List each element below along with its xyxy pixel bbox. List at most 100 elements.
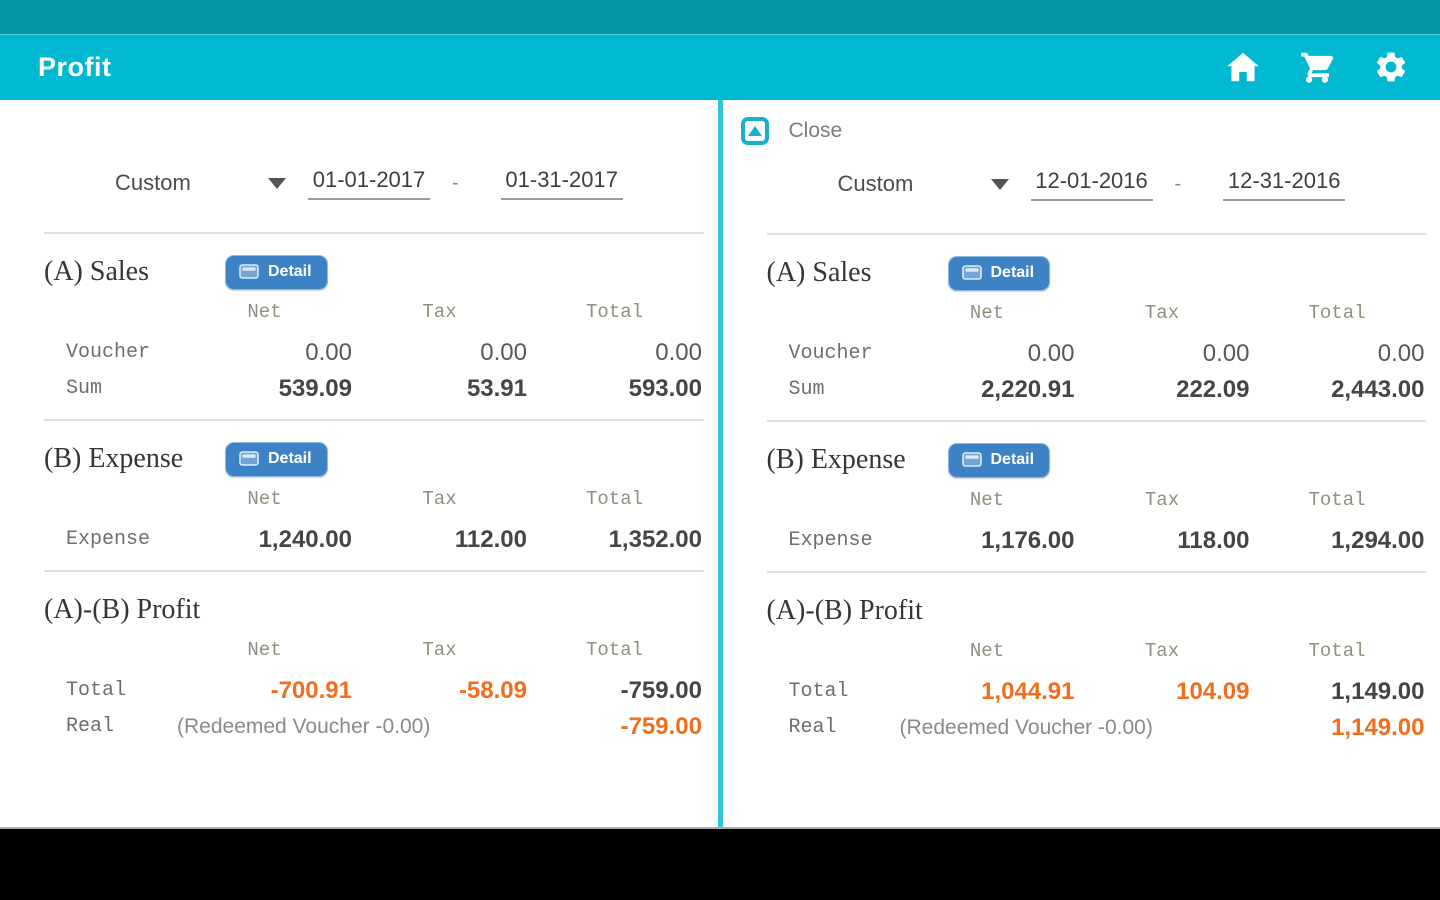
status-bar [0, 0, 1440, 34]
col-header-net: Net [247, 488, 282, 510]
panel-divider [717, 100, 723, 827]
date-to-field[interactable]: 12-31-2016 [1223, 168, 1346, 201]
sales-detail-button[interactable]: Detail [225, 254, 328, 290]
tax-value: 0.00 [480, 339, 527, 366]
detail-button-label: Detail [268, 449, 312, 467]
col-header-net: Net [969, 489, 1005, 511]
close-button-label: Close [788, 119, 843, 142]
col-header-net: Net [247, 639, 282, 661]
col-header-tax: Tax [1144, 302, 1180, 324]
date-preset-dropdown[interactable]: Custom [115, 170, 288, 196]
col-header-tax: Tax [1144, 640, 1180, 662]
expense-table: Net Tax Total Expense 1,240.00 112.00 1,… [44, 487, 704, 559]
section-divider [766, 571, 1426, 573]
chevron-down-icon [268, 177, 286, 189]
col-header-total: Total [1308, 640, 1366, 662]
col-header-net: Net [969, 302, 1005, 324]
spacer-cell [767, 301, 900, 337]
row-label: Total [66, 679, 127, 702]
sales-section-title: (A) Sales [766, 257, 872, 288]
report-panel-right: Close Custom 12-01-2016 - 12-31-2016 (A)… [723, 100, 1440, 827]
net-value: 0.00 [1027, 340, 1075, 367]
app-bar: Profit [0, 34, 1440, 100]
date-range-separator: - [452, 171, 459, 194]
col-header-net: Net [247, 301, 282, 323]
total-value: 1,294.00 [1331, 527, 1425, 554]
settings-button[interactable] [1372, 48, 1410, 86]
total-value: 2,443.00 [1331, 376, 1425, 403]
section-divider [44, 419, 704, 421]
app-bar-actions [1224, 48, 1410, 86]
preset-label: Custom [837, 171, 914, 196]
sales-section-header: (A) Sales Detail [767, 253, 1427, 293]
date-range-separator: - [1174, 172, 1182, 195]
tax-value: 112.00 [454, 526, 527, 553]
profit-section-title: (A)-(B) Profit [44, 594, 201, 625]
expense-detail-button[interactable]: Detail [225, 441, 328, 477]
tax-value: 0.00 [1202, 340, 1250, 367]
net-value: 1,176.00 [981, 527, 1075, 554]
preset-label: Custom [115, 170, 191, 195]
section-divider [44, 570, 704, 572]
net-value: 539.09 [278, 375, 352, 402]
net-value: 2,220.91 [981, 376, 1075, 403]
home-icon [1227, 52, 1259, 82]
report-content: Custom 01-01-2017 - 01-31-2017 (A) Sales… [0, 100, 1440, 829]
net-value: 1,240.00 [258, 526, 352, 553]
spacer-cell [767, 639, 900, 675]
col-header-total: Total [1308, 489, 1366, 511]
total-value: 0.00 [655, 339, 702, 366]
spacer-cell [44, 638, 177, 674]
detail-button-label: Detail [268, 262, 312, 280]
report-panel-left: Custom 01-01-2017 - 01-31-2017 (A) Sales… [0, 100, 718, 827]
profit-section-header: (A)-(B) Profit [44, 590, 704, 630]
redeemed-voucher-note: (Redeemed Voucher -0.00) [899, 716, 1153, 739]
row-label: Voucher [66, 341, 151, 364]
sales-section-title: (A) Sales [44, 256, 149, 287]
date-filter-row: Custom 12-01-2016 - 12-31-2016 [838, 163, 1427, 205]
tax-value: 104.09 [1176, 678, 1250, 705]
collapse-up-icon [740, 117, 769, 145]
detail-icon [239, 451, 259, 466]
col-header-tax: Tax [422, 301, 457, 323]
row-label: Expense [66, 528, 151, 551]
col-header-total: Total [585, 639, 643, 661]
date-from-field[interactable]: 01-01-2017 [308, 167, 430, 200]
settings-icon [1376, 52, 1406, 82]
col-header-total: Total [1308, 302, 1366, 324]
tax-value: 118.00 [1177, 527, 1250, 554]
col-header-tax: Tax [422, 488, 457, 510]
redeemed-voucher-note: (Redeemed Voucher -0.00) [177, 715, 431, 738]
profit-section-title: (A)-(B) Profit [766, 595, 923, 626]
total-value: 1,149.00 [1331, 678, 1425, 705]
spacer-cell [44, 300, 177, 336]
expense-detail-button[interactable]: Detail [947, 442, 1051, 478]
bottom-bar [0, 829, 1440, 900]
home-button[interactable] [1224, 48, 1262, 86]
date-from-field[interactable]: 12-01-2016 [1030, 168, 1153, 201]
col-header-total: Total [585, 488, 643, 510]
section-divider [44, 232, 704, 234]
date-to-field[interactable]: 01-31-2017 [500, 167, 623, 200]
row-label: Voucher [788, 342, 873, 365]
row-label: Real [66, 715, 115, 738]
cart-button[interactable] [1298, 48, 1336, 86]
row-label: Sum [788, 378, 825, 401]
date-preset-dropdown[interactable]: Custom [838, 171, 1011, 197]
close-button[interactable]: Close [740, 113, 891, 149]
section-divider [766, 233, 1426, 235]
page-title: Profit [38, 51, 112, 82]
expense-section-title: (B) Expense [44, 443, 184, 474]
section-divider [766, 420, 1426, 422]
total-value: -759.00 [620, 713, 702, 740]
row-label: Real [788, 716, 837, 739]
sales-detail-button[interactable]: Detail [947, 255, 1051, 291]
profit-table: Net Tax Total Total -700.91 -58.09 -759.… [44, 638, 704, 746]
sales-table: Net Tax Total Voucher 0.00 0.00 0.00 Sum… [767, 301, 1427, 409]
detail-icon [239, 264, 259, 279]
total-value: 0.00 [1377, 340, 1425, 367]
detail-icon [961, 452, 982, 467]
expense-section-header: (B) Expense Detail [44, 439, 704, 479]
total-value: 1,149.00 [1331, 714, 1425, 741]
net-value: 0.00 [305, 339, 352, 366]
